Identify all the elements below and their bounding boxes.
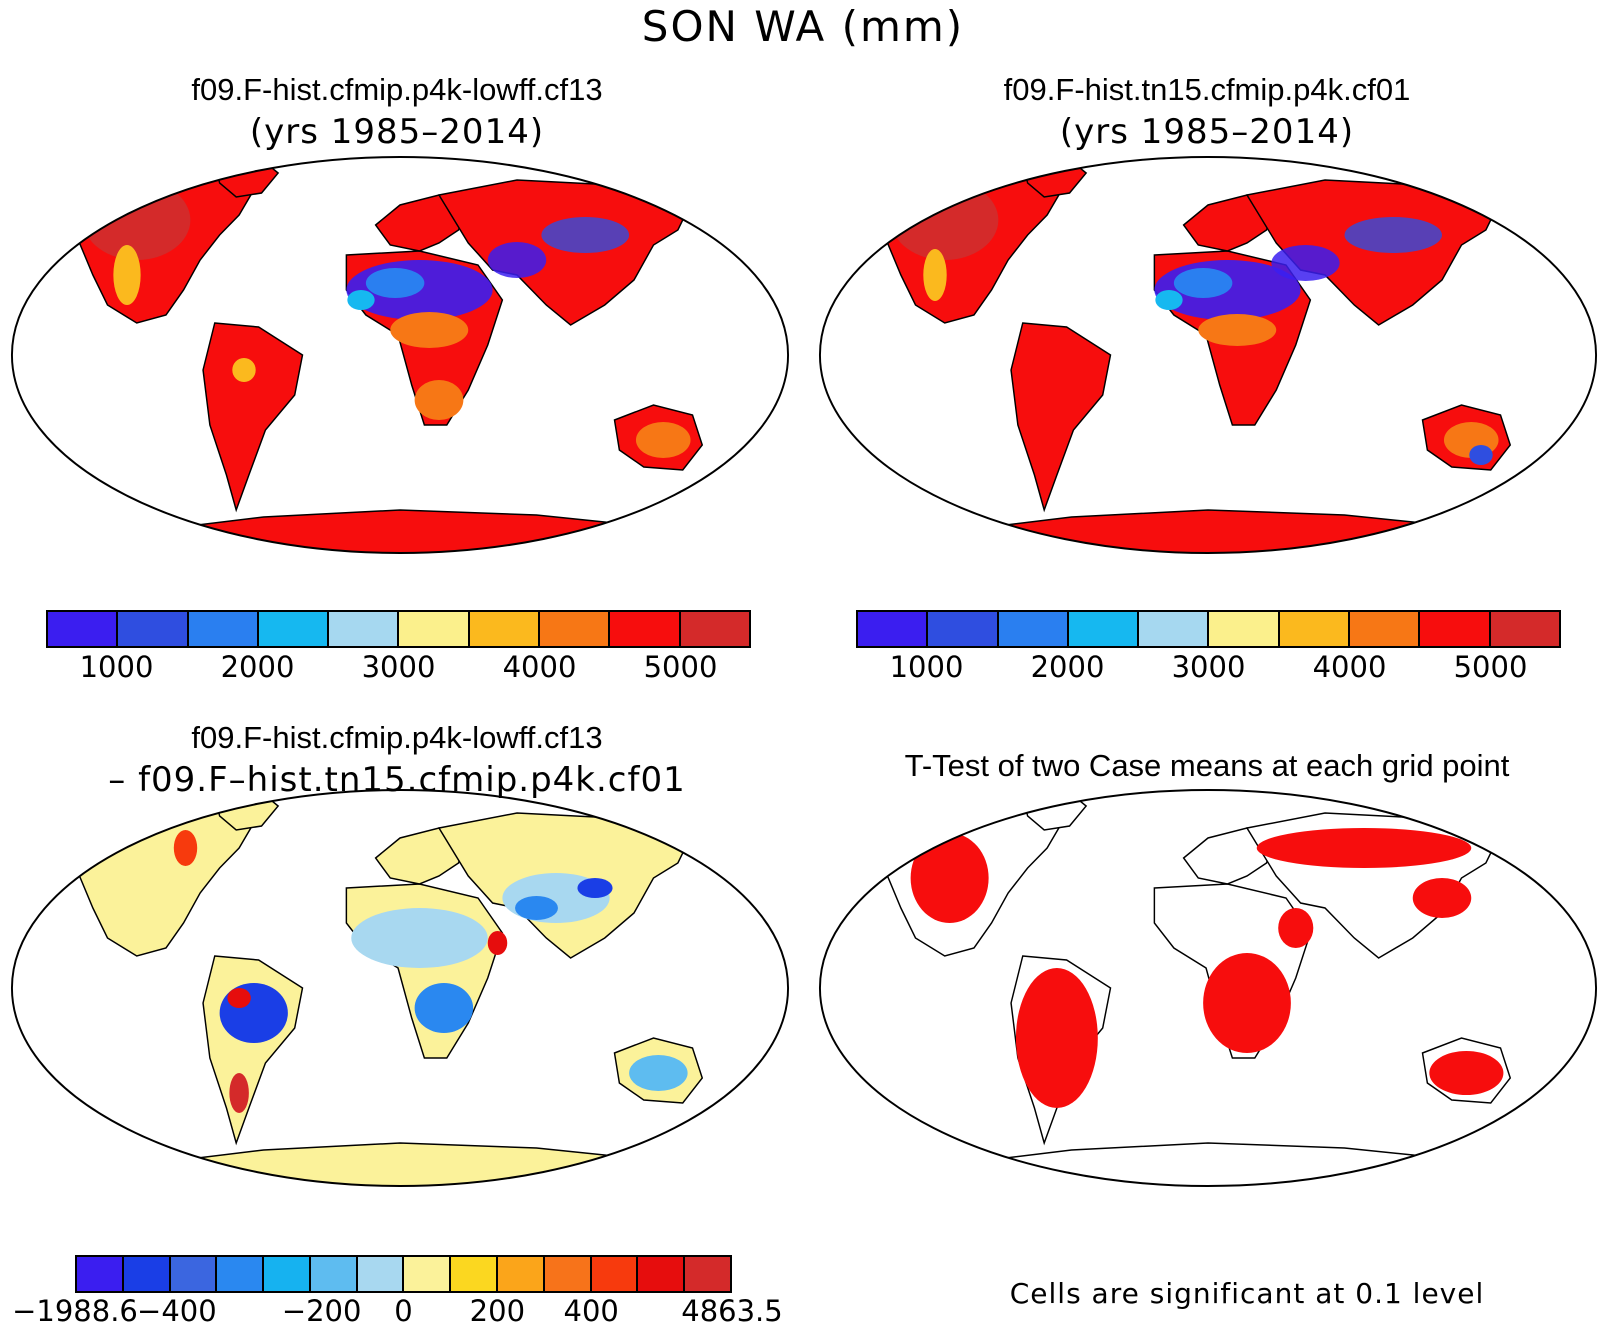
colorbar-swatch bbox=[591, 1257, 639, 1291]
colorbar-swatch bbox=[1420, 612, 1491, 646]
colorbar-swatch bbox=[123, 1257, 171, 1291]
map-border bbox=[818, 789, 1598, 1187]
colorbar-swatch bbox=[610, 612, 681, 646]
colorbar-swatch bbox=[1209, 612, 1280, 646]
colorbar-tick-label: 5000 bbox=[1453, 650, 1528, 684]
colorbar-swatch bbox=[404, 1257, 452, 1291]
panel3-title: f09.F-hist.cfmip.p4k-lowff.cf13 bbox=[191, 720, 603, 755]
colorbar-tick-label: 3000 bbox=[361, 650, 436, 684]
colorbar-case1 bbox=[46, 610, 751, 648]
map-border bbox=[10, 156, 790, 554]
colorbar-swatch bbox=[1068, 612, 1140, 646]
colorbar-swatch bbox=[310, 1257, 358, 1291]
colorbar-swatch bbox=[544, 1257, 592, 1291]
colorbar-tick-label: 3000 bbox=[1171, 650, 1246, 684]
significant-cells bbox=[910, 828, 1504, 1108]
map-case1 bbox=[10, 156, 790, 554]
colorbar-difference bbox=[75, 1255, 732, 1293]
colorbar-case2 bbox=[856, 610, 1561, 648]
colorbar-tick-label: −400 bbox=[137, 1294, 217, 1328]
land-difference bbox=[67, 793, 703, 1186]
colorbar-swatch bbox=[329, 612, 400, 646]
colorbar-tick-label: 1000 bbox=[889, 650, 964, 684]
figure-title: SON WA (mm) bbox=[641, 2, 965, 51]
colorbar-swatch bbox=[258, 612, 330, 646]
colorbar-swatch bbox=[680, 612, 749, 646]
panel2-subtitle: (yrs 1985–2014) bbox=[1059, 112, 1355, 152]
colorbar-tick-label: −1988.6 bbox=[12, 1294, 138, 1328]
colorbar-swatch bbox=[188, 612, 259, 646]
colorbar-swatch bbox=[118, 612, 189, 646]
colorbar-swatch bbox=[217, 1257, 265, 1291]
panel1-subtitle: (yrs 1985–2014) bbox=[249, 112, 545, 152]
panel1-title: f09.F-hist.cfmip.p4k-lowff.cf13 bbox=[191, 72, 603, 107]
colorbar-tick-label: 4863.5 bbox=[681, 1294, 783, 1328]
map-border bbox=[10, 789, 790, 1187]
colorbar-swatch bbox=[399, 612, 470, 646]
colorbar-tick-label: 4000 bbox=[1312, 650, 1387, 684]
colorbar-swatch bbox=[170, 1257, 218, 1291]
colorbar-swatch bbox=[638, 1257, 686, 1291]
map-border bbox=[818, 156, 1598, 554]
colorbar-swatch bbox=[357, 1257, 405, 1291]
map-difference bbox=[10, 789, 790, 1187]
map-case2 bbox=[818, 156, 1598, 554]
map-ttest bbox=[818, 789, 1598, 1187]
colorbar-tick-label: 2000 bbox=[1030, 650, 1105, 684]
colorbar-tick-label: −200 bbox=[281, 1294, 362, 1328]
colorbar-swatch bbox=[77, 1257, 124, 1291]
colorbar-swatch bbox=[1139, 612, 1210, 646]
colorbar-swatch bbox=[998, 612, 1069, 646]
colorbar-swatch bbox=[48, 612, 119, 646]
colorbar-swatch bbox=[928, 612, 999, 646]
colorbar-swatch bbox=[1279, 612, 1351, 646]
colorbar-swatch bbox=[685, 1257, 730, 1291]
significance-note: Cells are significant at 0.1 level bbox=[1009, 1277, 1485, 1310]
panel2-title: f09.F-hist.tn15.cfmip.p4k.cf01 bbox=[1003, 72, 1411, 107]
panel4-title: T-Test of two Case means at each grid po… bbox=[904, 748, 1510, 783]
colorbar-swatch bbox=[451, 1257, 499, 1291]
panel3-subtitle: – f09.F–hist.tn15.cfmip.p4k.cf01 bbox=[108, 760, 686, 800]
colorbar-swatch bbox=[540, 612, 611, 646]
colorbar-swatch bbox=[858, 612, 929, 646]
colorbar-tick-label: 1000 bbox=[79, 650, 154, 684]
colorbar-tick-label: 5000 bbox=[643, 650, 718, 684]
colorbar-swatch bbox=[498, 1257, 545, 1291]
colorbar-tick-label: 2000 bbox=[220, 650, 295, 684]
colorbar-swatch bbox=[1350, 612, 1421, 646]
colorbar-swatch bbox=[469, 612, 541, 646]
colorbar-swatch bbox=[264, 1257, 311, 1291]
colorbar-tick-label: 0 bbox=[394, 1294, 413, 1328]
colorbar-tick-label: 4000 bbox=[502, 650, 577, 684]
colorbar-swatch bbox=[1490, 612, 1559, 646]
colorbar-tick-label: 400 bbox=[563, 1294, 619, 1328]
colorbar-tick-label: 200 bbox=[469, 1294, 526, 1328]
